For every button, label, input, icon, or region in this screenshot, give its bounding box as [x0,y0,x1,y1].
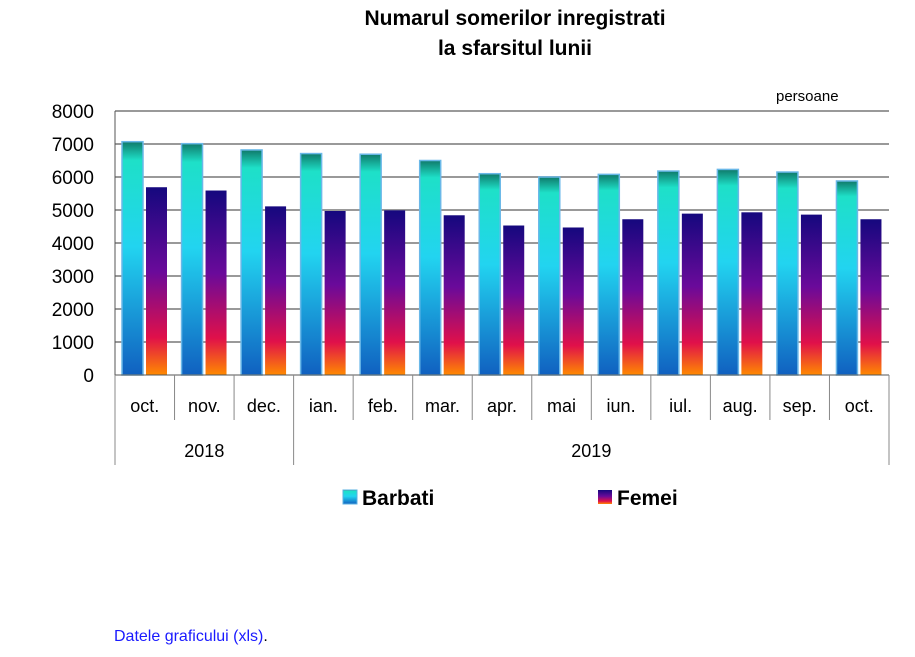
bar-barbati [538,176,561,376]
x-tick-label: iul. [669,396,692,416]
bar-barbati [716,168,740,376]
bar-barbati [121,140,144,376]
bar-femei [146,187,167,375]
y-tick-label: 0 [83,366,94,387]
y-tick-label: 8000 [52,102,94,123]
x-tick-label: aug. [723,396,758,416]
x-tick-label: mar. [425,396,460,416]
data-link[interactable]: Datele graficului (xls). [114,628,268,646]
bar-femei [800,214,822,375]
bar-femei [443,215,465,375]
bar-barbati [359,153,382,376]
bar-femei [860,219,882,375]
bar-femei [681,213,703,375]
x-tick-label: apr. [487,396,517,416]
year-label: 2018 [184,441,224,461]
data-link-text[interactable]: Datele graficului (xls) [114,628,264,645]
bar-barbati [657,170,680,376]
year-label: 2019 [571,441,611,461]
link-trailing: . [263,628,268,645]
bar-femei [205,190,227,375]
legend-label-barbati: Barbati [362,487,434,510]
x-tick-label: ian. [309,396,338,416]
legend: Barbati Femei [342,487,678,510]
x-tick-label: feb. [368,396,398,416]
bar-barbati [597,173,621,376]
bar-femei [384,210,406,375]
y-tick-label: 1000 [52,333,94,354]
bar-barbati [478,172,501,376]
bar-barbati [776,171,799,376]
unit-label: persoane [776,88,839,105]
bar-femei [265,206,287,375]
y-tick-label: 3000 [52,267,94,288]
bar-femei [741,212,763,375]
y-tick-label: 7000 [52,135,94,156]
bar-barbati [418,159,442,376]
bar-femei [503,225,525,375]
x-tick-label: iun. [607,396,636,416]
bar-chart: 0 1000 2000 3000 4000 5000 6000 7000 8000 oct. nov… [52,102,890,510]
x-tick-label: dec. [247,396,281,416]
y-tick-label: 5000 [52,201,94,222]
y-tick-label: 4000 [52,234,94,255]
chart-title: Numarul somerilor inregistrati la sfarsi… [0,4,915,64]
bar-femei [622,219,644,375]
bar-barbati [835,180,859,376]
title-line-2: la sfarsitul lunii [437,37,593,60]
legend-label-femei: Femei [617,487,678,510]
y-tick-label: 6000 [52,168,94,189]
x-tick-label: nov. [188,396,221,416]
y-tick-label: 2000 [52,300,94,321]
legend-swatch-barbati [342,489,358,505]
bar-femei [562,227,584,375]
bar-barbati [180,142,204,376]
x-tick-label: mai [547,396,576,416]
bar-barbati [240,149,263,376]
x-tick-label: oct. [845,396,874,416]
x-tick-label: sep. [783,396,817,416]
x-tick-label: oct. [130,396,159,416]
bar-femei [324,210,346,375]
legend-swatch-femei [598,490,612,504]
title-line-1: Numarul somerilor inregistrati [364,7,666,30]
bar-barbati [299,152,323,376]
